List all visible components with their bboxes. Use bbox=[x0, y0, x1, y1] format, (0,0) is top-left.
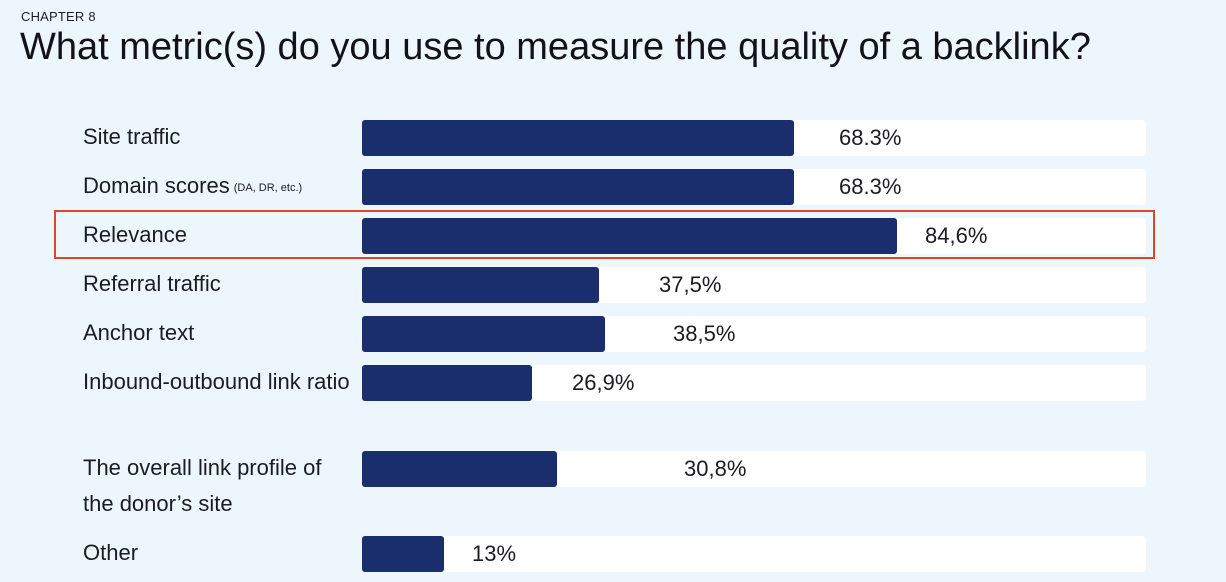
bar-track bbox=[362, 316, 1146, 352]
bar-track bbox=[362, 120, 1146, 156]
value-label: 30,8% bbox=[684, 456, 747, 481]
bar-track bbox=[362, 169, 1146, 205]
value-label: 38,5% bbox=[673, 321, 736, 346]
bar bbox=[362, 218, 897, 254]
bar bbox=[362, 451, 557, 487]
category-label-text: Other bbox=[83, 540, 139, 565]
chapter-label: CHAPTER 8 bbox=[21, 9, 96, 24]
value-label: 68.3% bbox=[839, 174, 902, 199]
category-label-text: Relevance bbox=[83, 222, 187, 247]
category-label: Referral traffic bbox=[83, 266, 353, 302]
value-label: 26,9% bbox=[572, 370, 635, 395]
category-label-text: Domain scores bbox=[83, 173, 230, 198]
bar-track bbox=[362, 267, 1146, 303]
bar bbox=[362, 169, 794, 205]
value-label: 37,5% bbox=[659, 272, 722, 297]
category-label: The overall link profile of the donor’s … bbox=[83, 450, 353, 522]
bar bbox=[362, 365, 532, 401]
bar bbox=[362, 267, 599, 303]
value-label: 84,6% bbox=[925, 223, 988, 248]
category-label-text: The overall link profile of the donor’s … bbox=[83, 455, 322, 516]
bar-track bbox=[362, 451, 1146, 487]
category-label-text: Site traffic bbox=[83, 124, 181, 149]
bar bbox=[362, 536, 444, 572]
category-label: Other bbox=[83, 535, 353, 571]
chart-title: What metric(s) do you use to measure the… bbox=[20, 26, 1091, 68]
category-note: (DA, DR, etc.) bbox=[233, 182, 303, 194]
value-label: 13% bbox=[472, 541, 517, 566]
category-label-text: Referral traffic bbox=[83, 271, 221, 296]
category-label-text: Inbound-outbound link ratio bbox=[83, 369, 350, 394]
category-label: Anchor text bbox=[83, 315, 353, 351]
bar-track bbox=[362, 536, 1146, 572]
category-label: Domain scores (DA, DR, etc.) bbox=[83, 168, 353, 206]
bar-track bbox=[362, 218, 1146, 254]
category-label: Site traffic bbox=[83, 119, 353, 155]
category-label: Relevance bbox=[83, 217, 353, 253]
category-label: Inbound-outbound link ratio bbox=[83, 364, 353, 400]
value-label: 68.3% bbox=[839, 125, 902, 150]
category-label-text: Anchor text bbox=[83, 320, 195, 345]
bar-track bbox=[362, 365, 1146, 401]
bar bbox=[362, 316, 605, 352]
bar bbox=[362, 120, 794, 156]
